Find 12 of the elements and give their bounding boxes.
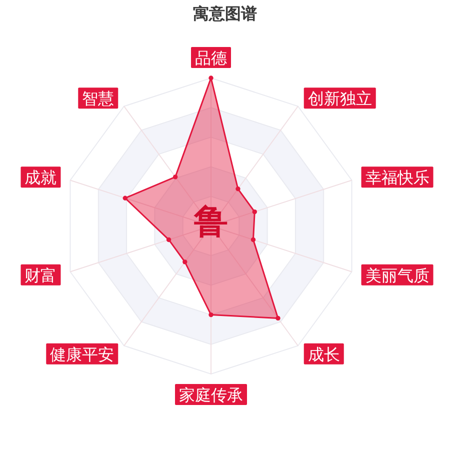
spoke-label: 家庭传承: [179, 386, 243, 404]
spoke-label: 财富: [24, 266, 57, 285]
spoke-label: 智慧: [82, 89, 114, 108]
chart-title: 寓意图谱: [193, 4, 257, 23]
text: 鲁: [193, 202, 228, 242]
spoke-label: 创新独立: [308, 89, 372, 108]
spoke-label: 成就: [24, 168, 57, 188]
spoke-label: 美丽气质: [365, 266, 430, 285]
spoke-label: 品德: [195, 48, 227, 68]
spoke-label: 健康平安: [50, 344, 114, 364]
spoke-label: 幸福快乐: [365, 168, 430, 188]
spoke-label: 成长: [308, 344, 340, 364]
